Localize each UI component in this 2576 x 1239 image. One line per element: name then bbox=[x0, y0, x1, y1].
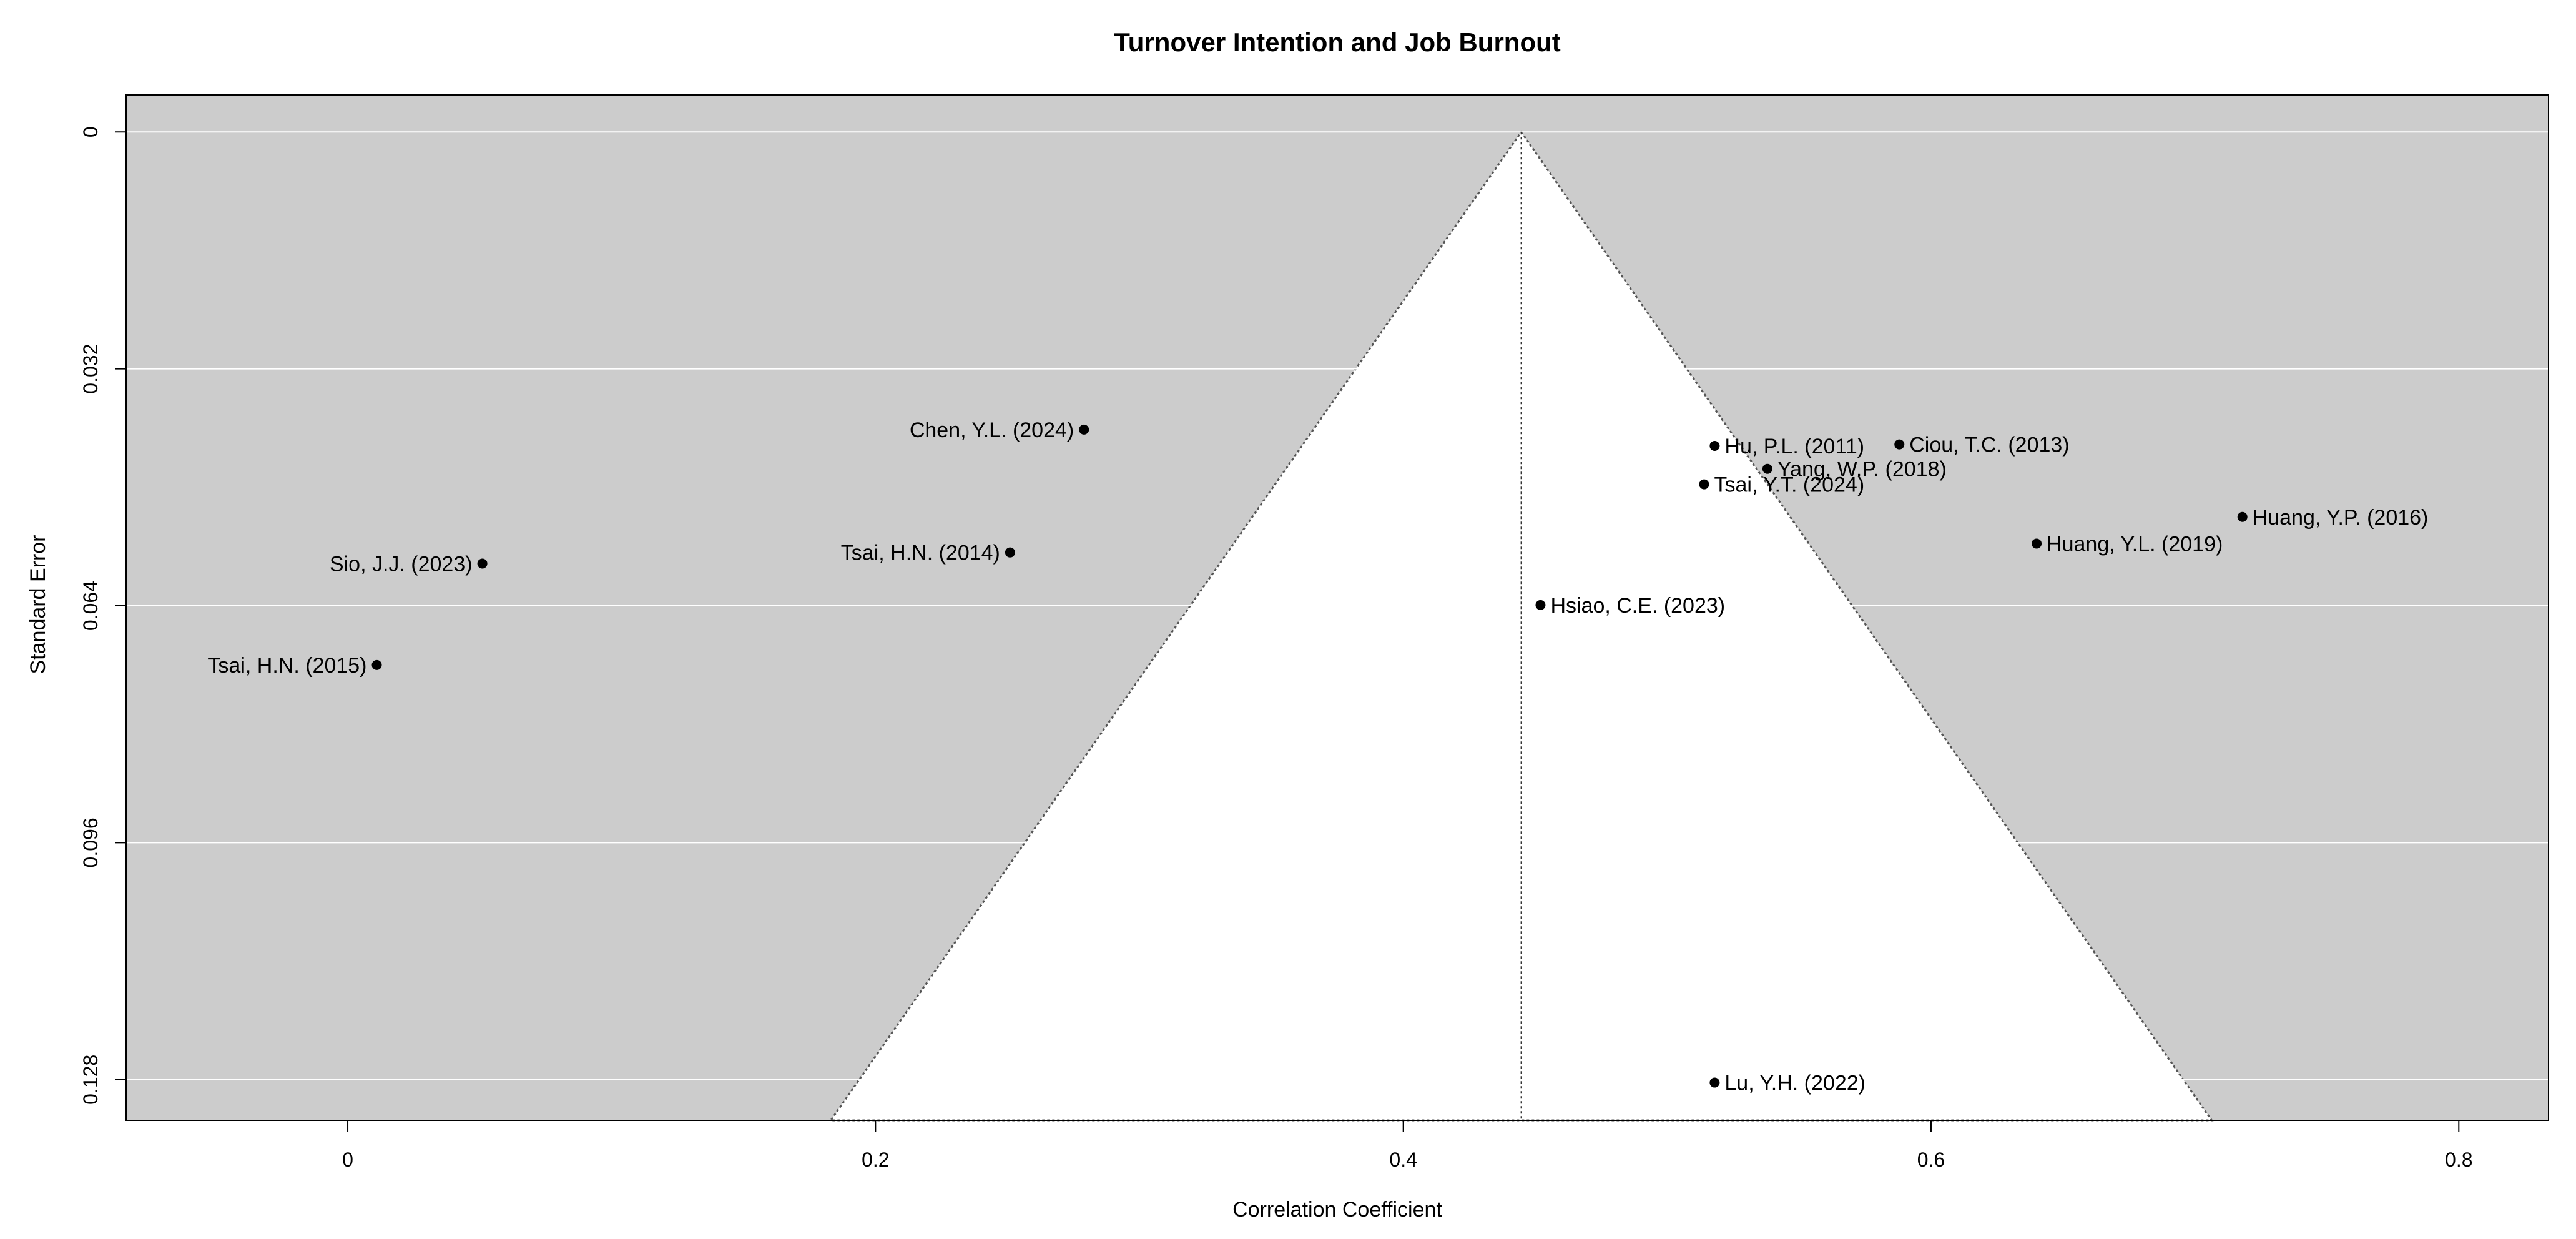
y-axis-label: Standard Error bbox=[26, 535, 50, 674]
point-marker bbox=[1762, 463, 1772, 474]
data-point-11: Lu, Y.H. (2022) bbox=[1709, 1072, 1866, 1095]
point-marker bbox=[1709, 1077, 1720, 1088]
data-point-5: Ciou, T.C. (2013) bbox=[1894, 433, 2070, 457]
data-point-2: Sio, J.J. (2023) bbox=[330, 552, 488, 576]
data-points: Chen, Y.L. (2024) Tsai, H.N. (2014) Sio, J… bbox=[207, 418, 2428, 1095]
data-point-9: Huang, Y.L. (2019) bbox=[2032, 532, 2223, 556]
point-marker bbox=[2237, 511, 2248, 522]
y-tick-label: 0.032 bbox=[79, 344, 102, 394]
data-point-10: Hsiao, C.E. (2023) bbox=[1535, 594, 1725, 618]
point-marker bbox=[477, 558, 488, 569]
y-axis: 0 0.032 0.064 0.096 0.128 bbox=[79, 126, 126, 1105]
data-point-1: Tsai, H.N. (2014) bbox=[841, 541, 1015, 565]
data-point-7: Tsai, Y.T. (2024) bbox=[1699, 473, 1864, 497]
point-label: Tsai, H.N. (2014) bbox=[841, 541, 1000, 565]
point-label: Ciou, T.C. (2013) bbox=[1909, 433, 2069, 457]
data-point-3: Tsai, H.N. (2015) bbox=[207, 654, 382, 678]
point-marker bbox=[2032, 538, 2042, 549]
y-tick-label: 0.096 bbox=[79, 817, 102, 867]
point-label: Huang, Y.L. (2019) bbox=[2047, 532, 2223, 556]
data-point-4: Hu, P.L. (2011) bbox=[1709, 435, 1864, 458]
point-label: Hsiao, C.E. (2023) bbox=[1550, 594, 1725, 618]
point-label: Chen, Y.L. (2024) bbox=[910, 418, 1074, 442]
point-label: Tsai, H.N. (2015) bbox=[207, 654, 366, 678]
x-axis-label: Correlation Coefficient bbox=[1232, 1198, 1442, 1222]
point-label: Yang, W.P. (2018) bbox=[1777, 458, 1947, 481]
point-marker bbox=[371, 659, 382, 670]
point-label: Sio, J.J. (2023) bbox=[330, 552, 473, 576]
point-marker bbox=[1535, 600, 1546, 610]
data-point-0: Chen, Y.L. (2024) bbox=[910, 418, 1089, 442]
x-tick-label: 0.2 bbox=[862, 1148, 889, 1171]
data-point-8: Huang, Y.P. (2016) bbox=[2237, 506, 2429, 530]
gridlines bbox=[126, 131, 2549, 1080]
point-marker bbox=[1709, 440, 1720, 451]
x-tick-label: 0.4 bbox=[1389, 1148, 1417, 1171]
data-point-6: Yang, W.P. (2018) bbox=[1762, 458, 1947, 481]
point-marker bbox=[1699, 479, 1709, 490]
x-axis: 0 0.2 0.4 0.6 0.8 bbox=[342, 1120, 2473, 1171]
funnel-region bbox=[828, 130, 2214, 1122]
chart-title: Turnover Intention and Job Burnout bbox=[1114, 27, 1561, 57]
x-tick-label: 0 bbox=[342, 1148, 353, 1171]
point-marker bbox=[1005, 547, 1015, 558]
x-tick-label: 0.8 bbox=[2445, 1148, 2472, 1171]
point-marker bbox=[1894, 439, 1905, 450]
point-marker bbox=[1079, 424, 1089, 435]
y-tick-label: 0 bbox=[79, 126, 102, 137]
point-label: Hu, P.L. (2011) bbox=[1724, 435, 1864, 458]
plot-border bbox=[125, 94, 2549, 1121]
point-label: Huang, Y.P. (2016) bbox=[2253, 506, 2429, 530]
point-label: Tsai, Y.T. (2024) bbox=[1714, 473, 1864, 497]
y-tick-label: 0.128 bbox=[79, 1055, 102, 1105]
x-tick-label: 0.6 bbox=[1917, 1148, 1945, 1171]
plot-area: Chen, Y.L. (2024) Tsai, H.N. (2014) Sio, J… bbox=[125, 94, 2549, 1122]
point-label: Lu, Y.H. (2022) bbox=[1724, 1072, 1866, 1095]
y-tick-label: 0.064 bbox=[79, 581, 102, 631]
